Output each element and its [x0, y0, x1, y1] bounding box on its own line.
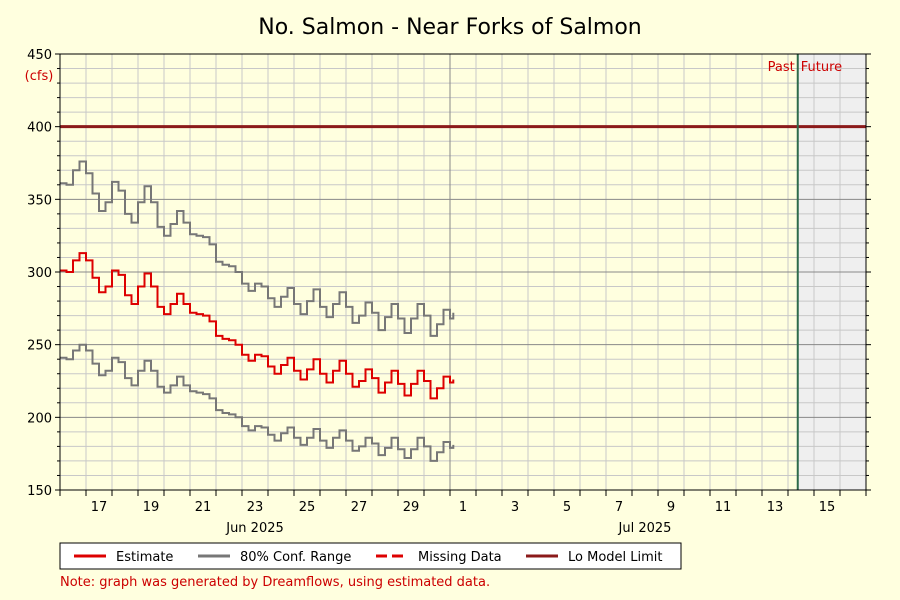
y-axis-unit-label: (cfs)	[25, 69, 54, 84]
x-tick-label: 25	[299, 500, 316, 515]
past-label: Past	[768, 60, 795, 75]
note-text: Note: graph was generated by Dreamflows,…	[60, 575, 490, 590]
chart-title: No. Salmon - Near Forks of Salmon	[258, 15, 642, 40]
legend-label: Missing Data	[418, 550, 502, 565]
x-tick-label: 23	[247, 500, 264, 515]
x-tick-label: 13	[767, 500, 784, 515]
x-tick-label: 27	[351, 500, 368, 515]
legend-label: 80% Conf. Range	[240, 550, 351, 565]
y-tick-label: 200	[27, 411, 52, 426]
y-tick-label: 400	[27, 121, 52, 136]
x-tick-label: 11	[715, 500, 732, 515]
x-tick-label: 17	[91, 500, 108, 515]
y-tick-label: 450	[27, 48, 52, 63]
x-month-label: Jun 2025	[225, 521, 284, 536]
y-tick-label: 300	[27, 266, 52, 281]
x-month-label: Jul 2025	[618, 521, 672, 536]
conf-range-lower-line	[60, 343, 455, 462]
future-label: Future	[801, 60, 842, 75]
x-tick-label: 7	[615, 500, 623, 515]
x-tick-label: 21	[195, 500, 212, 515]
x-tick-label: 15	[819, 500, 836, 515]
x-tick-label: 29	[403, 500, 420, 515]
x-tick-label: 5	[563, 500, 571, 515]
x-tick-label: 1	[459, 500, 467, 515]
estimate-line	[60, 252, 455, 400]
x-tick-label: 9	[667, 500, 675, 515]
y-tick-label: 150	[27, 484, 52, 499]
x-tick-label: 3	[511, 500, 519, 515]
legend-label: Lo Model Limit	[568, 550, 663, 565]
legend-label: Estimate	[116, 550, 173, 565]
legend-box	[59, 542, 682, 570]
x-tick-label: 19	[143, 500, 160, 515]
y-tick-label: 350	[27, 193, 52, 208]
y-tick-label: 250	[27, 339, 52, 354]
legend: Estimate 80% Conf. Range Missing Data Lo Mo…	[59, 542, 682, 570]
conf-range-upper-line	[60, 160, 455, 337]
